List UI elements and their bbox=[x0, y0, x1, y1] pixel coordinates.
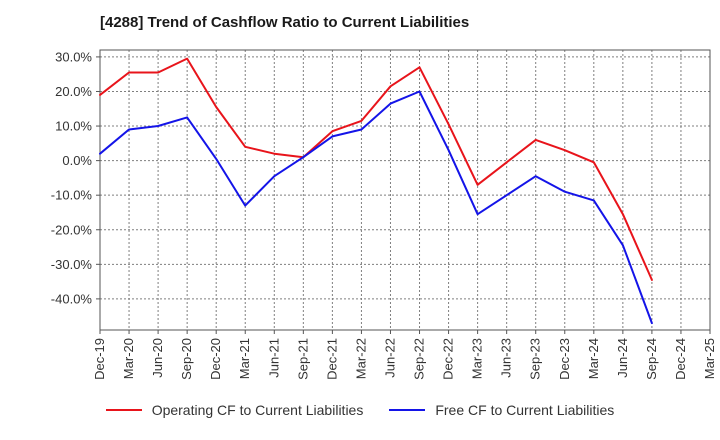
x-tick-label: Mar-24 bbox=[586, 338, 601, 379]
x-tick-label: Dec-20 bbox=[208, 338, 223, 380]
x-tick-label: Jun-22 bbox=[382, 338, 397, 378]
grid-layer bbox=[100, 50, 710, 330]
y-tick-label: 10.0% bbox=[55, 119, 92, 134]
x-tick-label: Mar-22 bbox=[353, 338, 368, 379]
y-tick-label: 20.0% bbox=[55, 84, 92, 99]
x-tick-label: Sep-21 bbox=[295, 338, 310, 380]
y-tick-label: -30.0% bbox=[51, 257, 93, 272]
axis-layer: 30.0% 20.0% 10.0% 0.0% -10.0% -20.0% -30.0% -40… bbox=[51, 49, 717, 380]
x-tick-label: Dec-21 bbox=[324, 338, 339, 380]
chart-title: [4288] Trend of Cashflow Ratio to Curren… bbox=[100, 14, 470, 31]
x-tick-label: Sep-22 bbox=[412, 338, 427, 380]
x-tick-label: Mar-20 bbox=[121, 338, 136, 379]
line-chart-svg: 30.0% 20.0% 10.0% 0.0% -10.0% -20.0% -30.0% -40… bbox=[51, 49, 717, 380]
x-tick-label: Jun-21 bbox=[266, 338, 281, 378]
x-tick-label: Sep-24 bbox=[644, 338, 659, 380]
y-tick-label: 0.0% bbox=[62, 153, 92, 168]
x-tick-label: Jun-20 bbox=[150, 338, 165, 378]
x-tick-label: Sep-23 bbox=[528, 338, 543, 380]
chart-legend: Operating CF to Current Liabilities Free… bbox=[0, 402, 720, 418]
legend-swatch-free-cf bbox=[389, 409, 426, 411]
y-tick-label: 30.0% bbox=[55, 49, 92, 64]
series-line-operating-cf bbox=[99, 57, 653, 281]
x-tick-label: Mar-21 bbox=[237, 338, 252, 379]
legend-swatch-operating-cf bbox=[105, 409, 142, 411]
x-tick-label: Dec-22 bbox=[441, 338, 456, 380]
legend-label-free-cf: Free CF to Current Liabilities bbox=[435, 402, 615, 418]
series-layer bbox=[99, 57, 653, 325]
series-line-free-cf bbox=[99, 90, 653, 325]
x-tick-label: Sep-20 bbox=[179, 338, 194, 380]
x-tick-label: Dec-23 bbox=[557, 338, 572, 380]
legend-label-operating-cf: Operating CF to Current Liabilities bbox=[151, 402, 364, 418]
x-tick-label: Jun-23 bbox=[499, 338, 514, 378]
x-tick-label: Mar-25 bbox=[702, 338, 717, 379]
x-tick-label: Dec-19 bbox=[92, 338, 107, 380]
x-tick-label: Mar-23 bbox=[470, 338, 485, 379]
y-tick-label: -20.0% bbox=[51, 222, 93, 237]
y-tick-label: -40.0% bbox=[51, 291, 93, 306]
y-tick-label: -10.0% bbox=[51, 188, 93, 203]
legend-item-operating-cf: Operating CF to Current Liabilities bbox=[105, 402, 364, 418]
plot-border bbox=[99, 49, 711, 331]
x-tick-label: Jun-24 bbox=[615, 338, 630, 378]
legend-item-free-cf: Free CF to Current Liabilities bbox=[389, 402, 614, 418]
x-tick-label: Dec-24 bbox=[673, 338, 688, 380]
